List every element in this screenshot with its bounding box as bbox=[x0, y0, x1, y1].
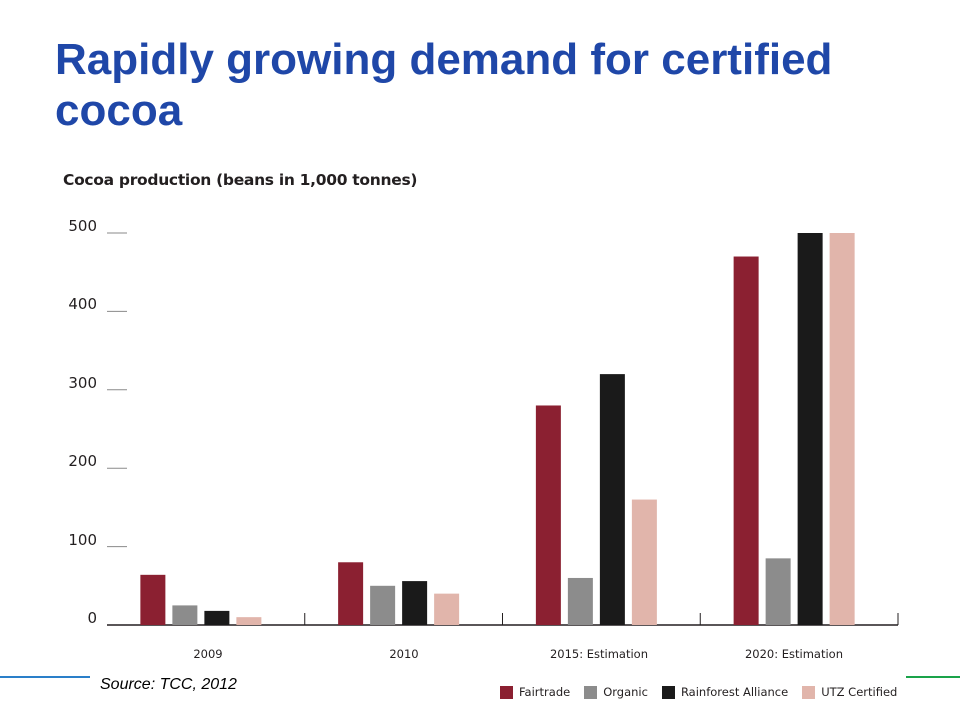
bar-fairtrade bbox=[140, 574, 166, 625]
y-tick-label: 500 bbox=[68, 217, 97, 235]
y-tick-label: 300 bbox=[68, 374, 97, 392]
bar-fairtrade bbox=[733, 256, 759, 625]
legend-swatch bbox=[500, 685, 513, 699]
legend-swatch bbox=[661, 685, 675, 699]
bar-organic bbox=[172, 605, 198, 625]
legend-item-rainforest-alliance: Rainforest Alliance bbox=[661, 685, 789, 699]
bar-fairtrade bbox=[338, 562, 364, 625]
bar-rainforest-alliance bbox=[204, 610, 230, 625]
legend-item-organic: Organic bbox=[584, 685, 648, 699]
x-tick-label: 2009 bbox=[193, 647, 223, 661]
chart-subtitle: Cocoa production (beans in 1,000 tonnes) bbox=[63, 171, 418, 189]
chart-bars bbox=[140, 233, 855, 625]
legend-label: UTZ Certified bbox=[821, 685, 898, 699]
bar-utz-certified bbox=[236, 617, 262, 625]
chart-legend: Fairtrade Organic Rainforest Alliance UT… bbox=[500, 685, 911, 699]
y-tick-label: 400 bbox=[68, 295, 97, 313]
bar-organic bbox=[765, 558, 791, 625]
bar-rainforest-alliance bbox=[797, 233, 823, 625]
y-tick-label: 200 bbox=[68, 452, 97, 470]
y-tick-label: 0 bbox=[87, 609, 97, 627]
legend-swatch bbox=[584, 685, 598, 699]
legend-label: Rainforest Alliance bbox=[680, 685, 789, 699]
slide-title: Rapidly growing demand for certified coc… bbox=[55, 35, 833, 135]
legend-label: Fairtrade bbox=[519, 685, 571, 699]
bar-utz-certified bbox=[434, 593, 460, 625]
bar-fairtrade bbox=[535, 405, 561, 625]
legend-item-utz-certified: UTZ Certified bbox=[802, 685, 897, 699]
accent-line-left bbox=[0, 676, 90, 678]
legend-label: Organic bbox=[603, 685, 648, 699]
y-tick-label: 100 bbox=[68, 531, 97, 549]
bar-utz-certified bbox=[829, 233, 855, 625]
bar-organic bbox=[567, 577, 593, 625]
legend-item-fairtrade: Fairtrade bbox=[500, 685, 570, 699]
x-tick-label: 2010 bbox=[389, 647, 419, 661]
bar-organic bbox=[370, 585, 396, 625]
x-tick-label: 2015: Estimation bbox=[549, 647, 649, 661]
bar-utz-certified bbox=[631, 499, 657, 625]
x-tick-label: 2020: Estimation bbox=[744, 647, 844, 661]
source-note: Source: TCC, 2012 bbox=[100, 676, 237, 693]
legend-swatch bbox=[802, 685, 816, 699]
bar-rainforest-alliance bbox=[402, 581, 428, 625]
bar-rainforest-alliance bbox=[599, 374, 625, 625]
accent-line-right bbox=[906, 676, 960, 678]
